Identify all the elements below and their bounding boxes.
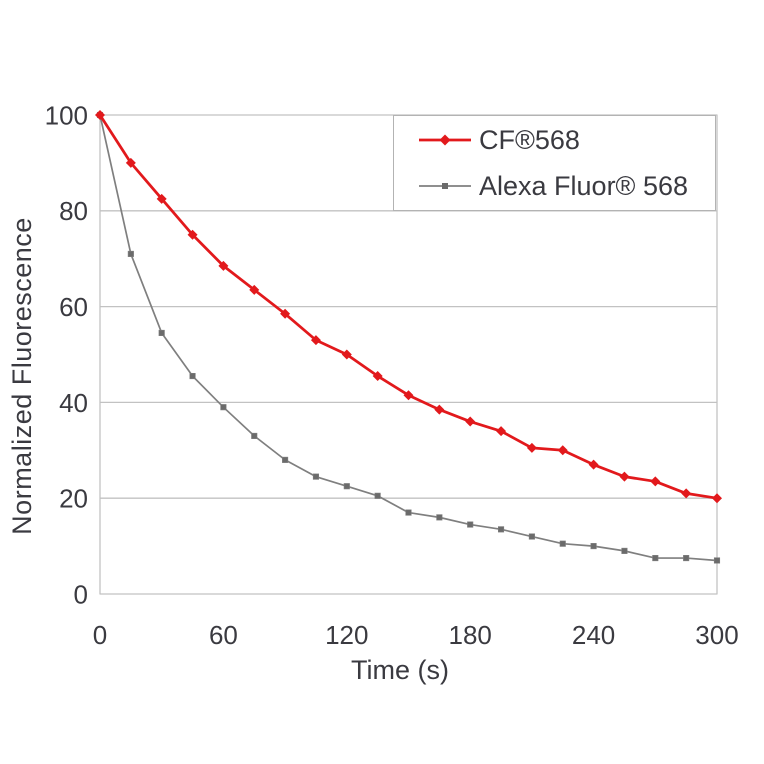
series-1-marker <box>590 543 597 550</box>
y-tick-label: 0 <box>74 579 88 609</box>
y-tick-label: 80 <box>59 196 88 226</box>
series-1-marker <box>220 404 227 411</box>
series-0-marker <box>218 260 229 271</box>
y-tick-label: 60 <box>59 292 88 322</box>
legend-label-cf568: CF®568 <box>479 124 580 155</box>
series-1-marker <box>343 483 350 490</box>
y-axis-title: Normalized Fluorescence <box>7 217 37 535</box>
series-0-marker <box>588 459 599 470</box>
series-1-marker <box>127 250 134 257</box>
series-1-marker <box>713 557 721 564</box>
x-tick-label: 240 <box>572 620 615 650</box>
series-0-marker <box>619 471 630 482</box>
series-0-marker <box>310 335 321 346</box>
series-0-marker <box>403 390 414 401</box>
alexa-fluor-568-line-marker-icon <box>419 183 471 189</box>
series-0-marker <box>681 488 692 499</box>
series-0-marker <box>465 416 476 427</box>
cf568-line-marker-icon <box>419 134 471 146</box>
x-tick-label: 0 <box>93 620 107 650</box>
series-1-marker <box>528 533 535 540</box>
series-0-marker <box>526 442 537 453</box>
x-tick-label: 60 <box>209 620 238 650</box>
series-1-marker <box>621 547 628 554</box>
series-0-marker <box>95 110 105 120</box>
series-0-marker <box>280 308 291 319</box>
series-0-marker <box>557 445 568 456</box>
series-1-marker <box>282 456 289 463</box>
series-0-marker <box>341 349 352 360</box>
legend-item-cf568: CF®568 <box>418 118 715 162</box>
series-1-marker <box>158 329 165 336</box>
series-0-marker <box>650 476 661 487</box>
series-0-marker <box>434 404 445 415</box>
series-1-marker <box>312 473 320 480</box>
series-0-marker <box>712 493 722 504</box>
x-axis-title: Time (s) <box>351 655 449 685</box>
series-1-marker <box>436 514 443 521</box>
series-0-marker <box>496 426 507 437</box>
legend: CF®568 Alexa Fluor® 568 <box>393 115 716 211</box>
series-1-marker <box>683 555 690 562</box>
series-1-marker <box>559 540 566 547</box>
x-tick-label: 120 <box>325 620 368 650</box>
series-0-marker <box>187 229 198 240</box>
legend-item-alexa-fluor-568: Alexa Fluor® 568 <box>418 164 715 208</box>
series-1-marker <box>251 432 258 439</box>
series-0-marker <box>156 193 167 204</box>
x-tick-label: 300 <box>695 620 738 650</box>
y-tick-label: 20 <box>59 484 88 514</box>
series-1-marker <box>189 373 196 380</box>
series-1-marker <box>405 509 412 516</box>
y-tick-label: 100 <box>45 100 88 130</box>
series-0-marker <box>249 284 260 295</box>
x-tick-label: 180 <box>449 620 492 650</box>
legend-label-alexa-fluor-568: Alexa Fluor® 568 <box>479 170 688 201</box>
series-1-marker <box>374 492 381 499</box>
series-1-marker <box>497 526 505 533</box>
series-1-marker <box>467 521 474 528</box>
series-1-marker <box>652 555 659 562</box>
y-tick-label: 40 <box>59 388 88 418</box>
series-0-marker <box>372 371 383 382</box>
series-0-marker <box>125 157 136 168</box>
